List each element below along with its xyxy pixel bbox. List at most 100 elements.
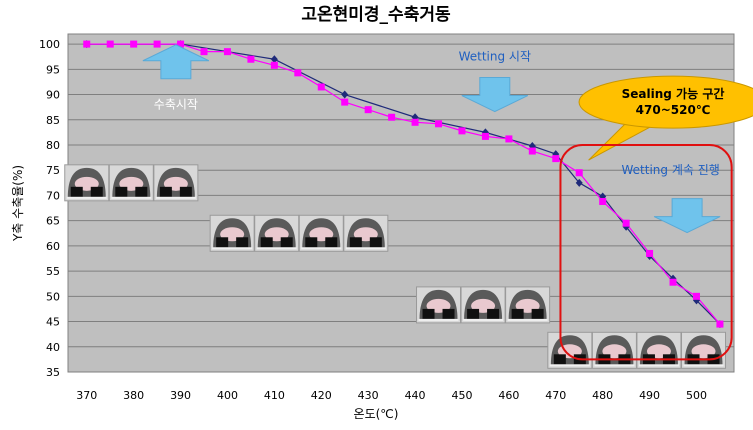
data-point-square bbox=[528, 147, 536, 155]
thumbnail-holder-left bbox=[422, 308, 435, 319]
x-tick-label: 490 bbox=[639, 389, 660, 402]
microscope-thumbnails bbox=[64, 164, 727, 369]
thumbnail-holder-right bbox=[90, 186, 103, 197]
thumbnail-holder-left bbox=[305, 237, 318, 248]
microscope-thumbnail bbox=[547, 331, 593, 369]
data-point-square bbox=[646, 249, 654, 257]
data-point-square bbox=[692, 292, 700, 300]
y-tick-label: 70 bbox=[46, 189, 60, 202]
microscope-thumbnail bbox=[209, 214, 255, 252]
thumbnail-baseline bbox=[463, 318, 504, 321]
y-tick-label: 65 bbox=[46, 215, 60, 228]
up-arrow-icon bbox=[142, 44, 210, 80]
x-tick-label: 430 bbox=[358, 389, 379, 402]
data-point-square bbox=[435, 120, 443, 128]
chart-title: 고온현미경_수축거동 bbox=[301, 5, 451, 25]
x-tick-label: 370 bbox=[76, 389, 97, 402]
y-tick-label: 40 bbox=[46, 341, 60, 354]
thumbnail-baseline bbox=[111, 196, 152, 199]
data-point-square bbox=[106, 40, 114, 48]
data-point-square bbox=[481, 132, 489, 140]
thumbnail-holder-left bbox=[70, 186, 83, 197]
y-axis-label: Y축 수축율(%) bbox=[11, 165, 25, 242]
data-point-square bbox=[223, 48, 231, 56]
thumbnail-baseline bbox=[212, 247, 253, 250]
y-tick-label: 60 bbox=[46, 240, 60, 253]
data-point-square bbox=[341, 98, 349, 106]
microscope-thumbnail bbox=[591, 331, 637, 369]
thumbnail-baseline bbox=[155, 196, 196, 199]
sealing-callout-text: Sealing 가능 구간 bbox=[622, 86, 725, 101]
x-axis-ticks: 370 380 390 400 410 420 430 440 450 460 470 480 490 5… bbox=[76, 389, 707, 402]
thumbnail-holder-left bbox=[115, 186, 128, 197]
thumbnail-baseline bbox=[301, 247, 342, 250]
sealing-range-highlight bbox=[559, 143, 733, 361]
annotation-label: Wetting 계속 진행 bbox=[622, 162, 720, 177]
thumbnail-baseline bbox=[683, 364, 724, 367]
thumbnail-holder-left bbox=[216, 237, 229, 248]
sealing-callout-bubble bbox=[578, 75, 753, 129]
annotation-label: Wetting 시작 bbox=[459, 50, 531, 64]
thumbnail-baseline bbox=[549, 364, 590, 367]
x-tick-label: 460 bbox=[498, 389, 519, 402]
microscope-thumbnail bbox=[681, 331, 727, 369]
thumbnail-baseline bbox=[507, 318, 548, 321]
down-arrow-icon bbox=[461, 77, 529, 113]
x-tick-label: 380 bbox=[123, 389, 144, 402]
microscope-thumbnail bbox=[505, 286, 551, 324]
y-tick-label: 75 bbox=[46, 164, 60, 177]
y-tick-label: 35 bbox=[46, 366, 60, 379]
thumbnail-baseline bbox=[256, 247, 297, 250]
thumbnail-baseline bbox=[345, 247, 386, 250]
thumbnail-holder-right bbox=[487, 308, 500, 319]
microscope-thumbnail bbox=[343, 214, 389, 252]
data-point-square bbox=[247, 55, 255, 63]
down-arrow-icon bbox=[653, 198, 721, 234]
thumbnail-holder-right bbox=[369, 237, 382, 248]
data-point-square bbox=[669, 278, 677, 286]
data-point-square bbox=[411, 118, 419, 126]
data-point-square bbox=[294, 69, 302, 77]
thumbnail-holder-left bbox=[260, 237, 273, 248]
data-point-square bbox=[364, 106, 372, 114]
microscope-thumbnail bbox=[416, 286, 462, 324]
x-tick-label: 400 bbox=[217, 389, 238, 402]
sealing-callout-text: 470~520℃ bbox=[636, 103, 711, 117]
data-point-square bbox=[575, 169, 583, 177]
data-point-diamond bbox=[270, 55, 278, 64]
thumbnail-holder-right bbox=[442, 308, 455, 319]
microscope-thumbnail bbox=[108, 164, 154, 202]
microscope-thumbnail bbox=[460, 286, 506, 324]
x-tick-label: 480 bbox=[592, 389, 613, 402]
thumbnail-holder-right bbox=[179, 186, 192, 197]
annotation-label: 수축시작 bbox=[154, 98, 198, 112]
data-point-square bbox=[130, 40, 138, 48]
x-tick-label: 410 bbox=[264, 389, 285, 402]
thumbnail-baseline bbox=[66, 196, 107, 199]
thumbnail-holder-left bbox=[553, 354, 566, 365]
data-point-square bbox=[177, 40, 185, 48]
thumbnail-baseline bbox=[594, 364, 635, 367]
thumbnail-holder-left bbox=[159, 186, 172, 197]
thumbnail-holder-left bbox=[349, 237, 362, 248]
x-tick-label: 470 bbox=[545, 389, 566, 402]
y-tick-label: 85 bbox=[46, 114, 60, 127]
x-tick-label: 440 bbox=[405, 389, 426, 402]
thumbnail-holder-right bbox=[280, 237, 293, 248]
data-point-diamond bbox=[341, 90, 349, 99]
data-point-square bbox=[599, 197, 607, 205]
data-point-square bbox=[458, 127, 466, 135]
data-point-square bbox=[622, 219, 630, 227]
data-point-diamond bbox=[575, 178, 583, 187]
y-tick-label: 90 bbox=[46, 89, 60, 102]
thumbnail-holder-right bbox=[236, 237, 249, 248]
y-tick-label: 55 bbox=[46, 265, 60, 278]
data-point-square bbox=[270, 61, 278, 69]
series-line bbox=[86, 43, 721, 325]
microscope-thumbnail bbox=[254, 214, 300, 252]
x-tick-label: 450 bbox=[451, 389, 472, 402]
microscope-thumbnail bbox=[153, 164, 199, 202]
microscope-thumbnail bbox=[298, 214, 344, 252]
